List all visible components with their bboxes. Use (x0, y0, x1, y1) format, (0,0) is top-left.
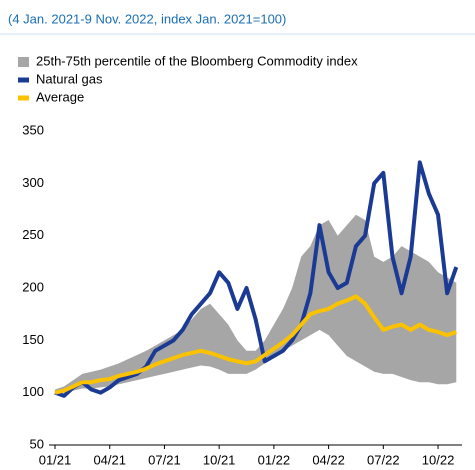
x-tick-label: 04/21 (93, 452, 126, 467)
legend-label: 25th-75th percentile of the Bloomberg Co… (36, 53, 358, 68)
legend-label: Average (36, 89, 84, 104)
percentile-band (55, 214, 457, 393)
legend-swatch (18, 57, 29, 67)
x-tick-label: 01/22 (258, 452, 291, 467)
y-tick-label: 250 (22, 227, 44, 242)
x-tick-label: 01/21 (39, 452, 72, 467)
y-tick-label: 200 (22, 279, 44, 294)
y-tick-label: 300 (22, 175, 44, 190)
y-tick-label: 100 (22, 384, 44, 399)
series-line (54, 160, 459, 398)
y-tick-label: 350 (22, 122, 44, 137)
legend-label: Natural gas (36, 71, 103, 86)
chart-subtitle: (4 Jan. 2021-9 Nov. 2022, index Jan. 202… (8, 11, 286, 26)
series-line (54, 294, 457, 395)
y-tick-label: 150 (22, 332, 44, 347)
x-tick-label: 07/22 (367, 452, 400, 467)
y-tick-label: 50 (30, 436, 44, 451)
x-tick-label: 10/22 (422, 452, 455, 467)
x-tick-label: 04/22 (312, 452, 345, 467)
x-tick-label: 10/21 (203, 452, 236, 467)
legend-swatch (18, 95, 29, 101)
x-tick-label: 07/21 (148, 452, 181, 467)
legend-swatch (18, 77, 29, 83)
